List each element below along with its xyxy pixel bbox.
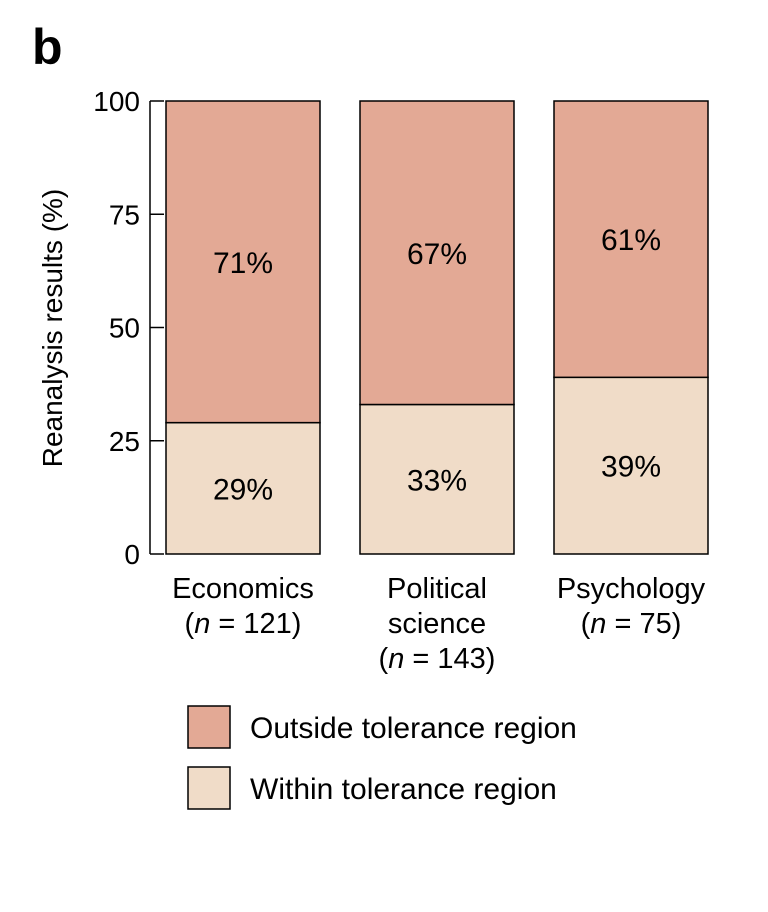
bar-value-label: 71%: [213, 247, 273, 280]
bar-segment: [359, 403, 515, 555]
legend-swatch: [187, 705, 231, 749]
bar-segment: [359, 100, 515, 406]
y-tick-label: 75: [109, 199, 140, 230]
category-n-part: = 121): [210, 608, 301, 640]
category-n-label: (n = 121): [185, 608, 302, 640]
bar-segment: [553, 376, 709, 555]
category-n-part: n: [590, 608, 606, 640]
bar-segment: [553, 100, 709, 379]
category-label: Psychology: [557, 573, 706, 605]
bar-segment: [165, 100, 321, 424]
category-label: Political: [387, 573, 487, 605]
category-label: science: [388, 608, 486, 640]
category-n-part: = 143): [404, 643, 495, 675]
category-n-part: (: [379, 643, 389, 675]
category-n-part: = 75): [606, 608, 681, 640]
bar-value-label: 39%: [601, 451, 661, 484]
category-label: Economics: [172, 573, 314, 605]
y-tick-label: 100: [93, 86, 140, 117]
legend: Outside tolerance region Within tolerance…: [187, 705, 577, 810]
y-axis: 0 25 50 75 100: [93, 86, 164, 570]
category-n-part: n: [388, 643, 404, 675]
panel-label: b: [32, 19, 63, 75]
bar-value-label: 29%: [213, 473, 273, 506]
bar-value-label: 61%: [601, 224, 661, 257]
bars: 29% 71% 33% 67% 39% 61%: [165, 100, 709, 555]
legend-label: Within tolerance region: [250, 773, 557, 806]
y-tick-label: 25: [109, 426, 140, 457]
legend-label: Outside tolerance region: [250, 712, 577, 745]
legend-swatch: [187, 766, 231, 810]
y-tick-label: 0: [124, 539, 140, 570]
category-n-part: (: [185, 608, 195, 640]
category-n-label: (n = 143): [379, 643, 496, 675]
bar-segment: [165, 421, 321, 555]
category-n-label: (n = 75): [581, 608, 682, 640]
y-tick-label: 50: [109, 313, 140, 344]
bar-value-label: 33%: [407, 464, 467, 497]
y-axis-label: Reanalysis results (%): [37, 189, 68, 468]
category-n-part: (: [581, 608, 591, 640]
category-n-part: n: [194, 608, 210, 640]
bar-value-label: 67%: [407, 238, 467, 271]
